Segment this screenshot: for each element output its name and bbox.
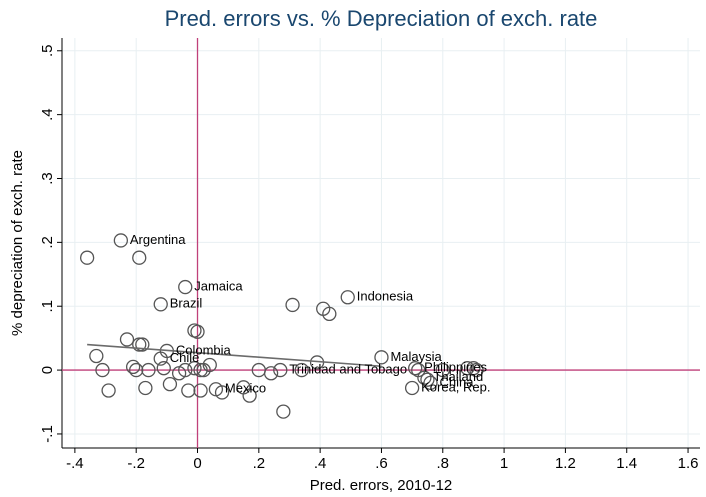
point [242,388,257,403]
x-tick-label: 0 [193,455,201,472]
point [435,362,450,378]
point-label: Thailand [433,369,483,384]
point [138,380,153,396]
point [181,383,196,398]
point [89,348,104,364]
point [178,279,193,295]
y-axis-title: % depreciation of exch. rate [9,150,26,336]
point [132,337,147,352]
point [469,362,484,378]
point [294,362,309,378]
point-label: Indonesia [357,289,414,304]
point [141,362,156,378]
point [153,297,168,312]
point-label: China [440,374,475,389]
point [340,290,355,305]
point [125,359,141,375]
point [132,250,147,265]
point [190,324,205,339]
point-label: Jamaica [194,279,243,294]
point-label: Mexico [225,381,266,396]
point [285,297,300,313]
x-axis-title: Pred. errors, 2010-12 [310,477,453,494]
point [193,383,208,398]
point [135,337,150,352]
point [374,350,389,365]
point [404,380,420,396]
point [113,233,129,248]
x-tick-label: .2 [253,455,266,472]
x-tick-label: 1.4 [616,455,637,472]
x-tick-label: -.4 [66,455,84,472]
point [322,306,337,322]
point-label: Brazil [170,296,203,311]
point [95,362,110,378]
point [162,376,178,392]
point [193,362,208,378]
point [79,250,95,265]
point-label: Chile [170,350,200,365]
point-label: Philippines [424,360,487,375]
y-tick-label: .1 [39,300,56,313]
x-tick-label: .6 [375,455,388,472]
point [129,362,144,378]
point [420,372,435,387]
point [119,332,135,347]
point [178,362,193,378]
point-label: Argentina [130,232,186,247]
y-tick-label: .2 [39,236,56,249]
x-tick-label: 1.2 [555,455,576,472]
point-label: Korea, Rep. [421,379,490,394]
fit-line [87,343,382,368]
point-label: Trinidad and Tobago [289,362,407,377]
x-tick-label: -.2 [127,455,145,472]
point-label: Malaysia [390,349,442,364]
x-tick-label: .8 [437,455,450,472]
point [460,361,475,376]
point [263,366,279,381]
point [153,351,168,366]
x-tick-label: 1 [500,455,508,472]
y-tick-label: -.1 [39,425,56,443]
point [187,361,202,376]
y-tick-label: 0 [39,366,56,374]
y-tick-label: .5 [39,45,56,58]
point [156,361,171,376]
chart-title: Pred. errors vs. % Depreciation of exch.… [165,6,598,31]
point-label: Colombia [176,342,232,357]
point [101,383,116,398]
point [408,361,423,376]
point [214,385,230,400]
point [466,361,481,376]
y-tick-label: .4 [39,108,56,121]
point [423,375,438,391]
point [276,404,291,419]
y-tick-label: .3 [39,172,56,185]
x-tick-label: 1.6 [678,455,699,472]
point [202,357,217,373]
x-tick-label: .4 [314,455,327,472]
point [273,362,288,378]
